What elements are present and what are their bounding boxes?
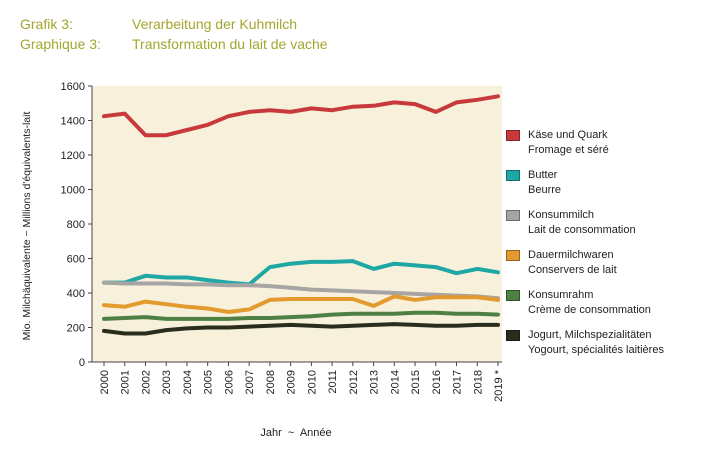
- title-text-de: Verarbeitung der Kuhmilch: [132, 16, 297, 32]
- legend-label-de: Butter: [528, 169, 558, 181]
- x-tick-label: 2011: [327, 370, 339, 394]
- legend-item: Jogurt, Milchspezialitäten Yogourt, spéci…: [506, 328, 664, 358]
- legend-swatch: [506, 170, 520, 181]
- y-tick-label: 400: [67, 288, 85, 300]
- legend-text: Dauermilchwaren Conservers de lait: [528, 248, 617, 278]
- y-tick-label: 800: [67, 219, 85, 231]
- legend-label-fr: Conservers de lait: [528, 264, 617, 276]
- title-row-de: Grafik 3: Verarbeitung der Kuhmilch: [20, 14, 328, 34]
- series-line-4: [102, 310, 500, 321]
- axes: 0 200 400 600 800 1000 1200 1400 1600 2000 2001 200…: [61, 81, 505, 402]
- title-label-de: Grafik 3:: [20, 16, 73, 32]
- x-tick-label: 2005: [203, 370, 215, 394]
- legend-label-fr: Yogourt, spécialités laitières: [528, 344, 664, 356]
- legend-item: Konsummilch Lait de consommation: [506, 208, 664, 238]
- legend-text: Konsummilch Lait de consommation: [528, 208, 636, 238]
- legend-label-de: Jogurt, Milchspezialitäten: [528, 329, 652, 341]
- x-tick-label: 2013: [369, 370, 381, 394]
- legend-label-fr: Crème de consommation: [528, 304, 651, 316]
- y-tick-label: 200: [67, 323, 85, 335]
- legend-swatch: [506, 290, 520, 301]
- x-tick-label: 2001: [120, 370, 132, 394]
- series-line-0: [102, 94, 500, 138]
- series-line-5: [102, 322, 500, 336]
- x-axis-label: Jahr ~ Année: [260, 427, 331, 439]
- y-tick-label: 1400: [61, 116, 85, 128]
- x-tick-label: 2002: [140, 370, 152, 394]
- legend-label-fr: Beurre: [528, 184, 562, 196]
- series-line-2: [102, 280, 500, 301]
- y-axis-label: Mio. Milchäquivalente ~ Millions d'équiv…: [21, 112, 33, 341]
- x-tick-label: 2006: [223, 370, 235, 394]
- legend-swatch: [506, 210, 520, 221]
- x-tick-label: 2000: [99, 370, 111, 394]
- legend-text: Jogurt, Milchspezialitäten Yogourt, spéci…: [528, 328, 664, 358]
- chart-titles: Grafik 3: Verarbeitung der Kuhmilch Grap…: [20, 14, 328, 54]
- legend-label-fr: Fromage et séré: [528, 144, 609, 156]
- legend-swatch: [506, 130, 520, 141]
- legend-label-fr: Lait de consommation: [528, 224, 636, 236]
- x-tick-label: 2019 *: [493, 369, 505, 402]
- y-tick-label: 0: [79, 357, 85, 369]
- x-tick-label: 2015: [410, 370, 422, 394]
- legend-label-de: Dauermilchwaren: [528, 249, 614, 261]
- x-tick-label: 2018: [472, 370, 484, 394]
- series-lines: [102, 94, 500, 336]
- legend-item: Dauermilchwaren Conservers de lait: [506, 248, 664, 278]
- legend-swatch: [506, 250, 520, 261]
- x-tick-label: 2017: [452, 370, 464, 394]
- legend-label-de: Käse und Quark: [528, 129, 608, 141]
- x-tick-label: 2009: [286, 370, 298, 394]
- title-label-fr: Graphique 3:: [20, 36, 101, 52]
- title-text-fr: Transformation du lait de vache: [132, 36, 328, 52]
- series-line-3: [102, 294, 500, 314]
- legend-text: Konsumrahm Crème de consommation: [528, 288, 651, 318]
- legend-item: Butter Beurre: [506, 168, 664, 198]
- legend-label-de: Konsummilch: [528, 209, 595, 221]
- plot-background: [92, 86, 502, 362]
- y-tick-label: 1000: [61, 185, 85, 197]
- x-tick-label: 2003: [161, 370, 173, 394]
- legend-item: Käse und Quark Fromage et séré: [506, 128, 664, 158]
- x-tick-label: 2012: [348, 370, 360, 394]
- x-tick-label: 2010: [306, 370, 318, 394]
- chart-legend: Käse und Quark Fromage et séré Butter Beurr…: [506, 128, 664, 368]
- x-tick-label: 2007: [244, 370, 256, 394]
- y-tick-label: 1600: [61, 81, 85, 93]
- x-tick-label: 2016: [431, 370, 443, 394]
- legend-item: Konsumrahm Crème de consommation: [506, 288, 664, 318]
- x-tick-label: 2008: [265, 370, 277, 394]
- legend-text: Käse und Quark Fromage et séré: [528, 128, 609, 158]
- y-tick-label: 600: [67, 254, 85, 266]
- x-tick-label: 2004: [182, 370, 194, 394]
- legend-text: Butter Beurre: [528, 168, 561, 198]
- series-line-1: [102, 259, 500, 287]
- y-tick-label: 1200: [61, 150, 85, 162]
- x-tick-label: 2014: [389, 370, 401, 394]
- legend-swatch: [506, 330, 520, 341]
- title-row-fr: Graphique 3: Transformation du lait de v…: [20, 34, 328, 54]
- legend-label-de: Konsumrahm: [528, 289, 594, 301]
